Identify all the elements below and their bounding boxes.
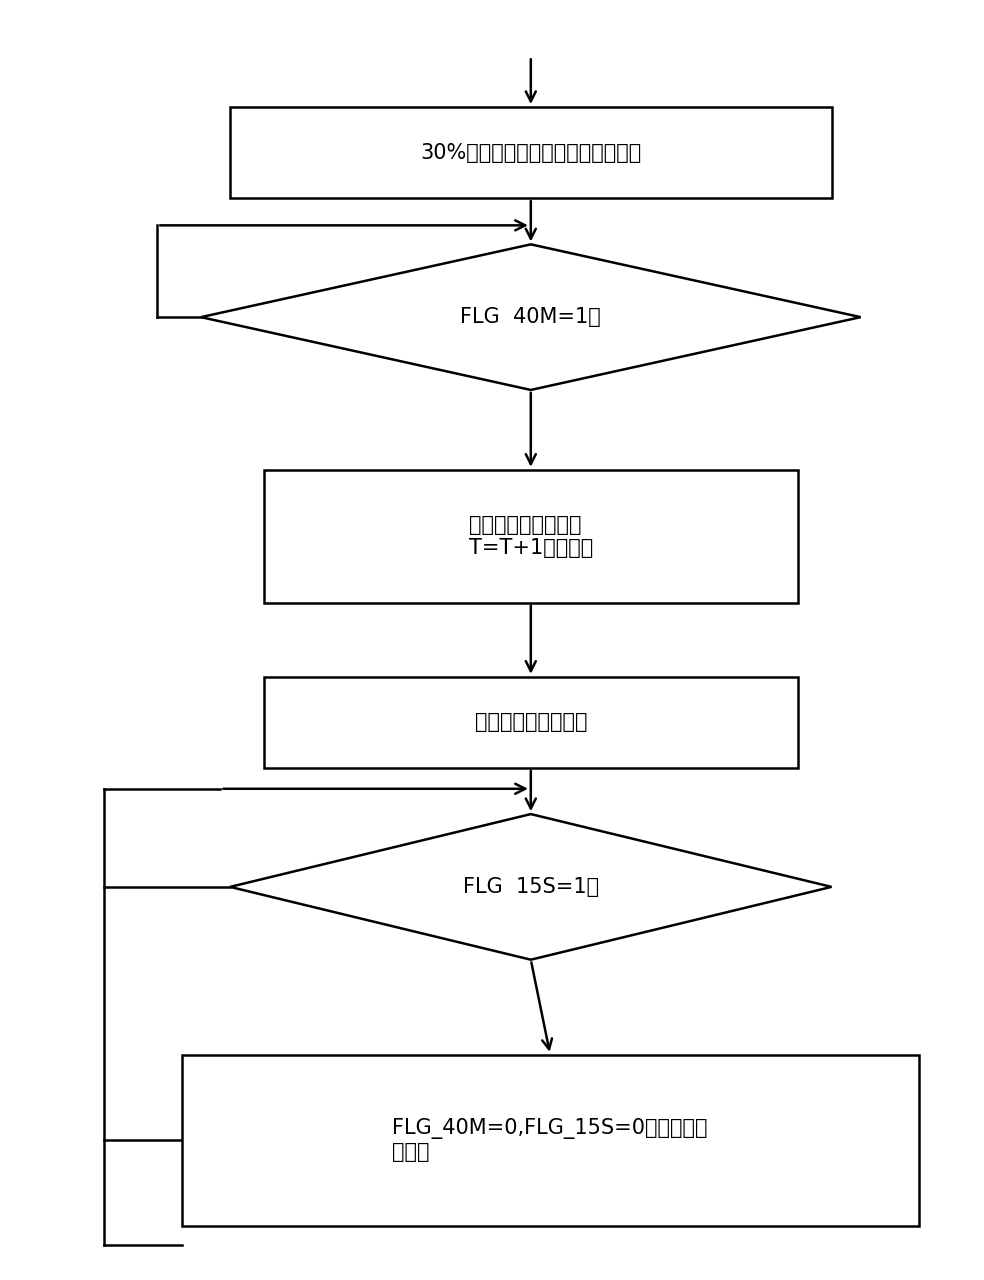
Text: 关闭油泵，继续计时: 关闭油泵，继续计时	[474, 712, 587, 732]
Polygon shape	[201, 244, 861, 390]
FancyBboxPatch shape	[182, 1055, 919, 1225]
Text: FLG  15S=1？: FLG 15S=1？	[462, 877, 599, 897]
Text: 30%占空比开启油泵，并开启定时器: 30%占空比开启油泵，并开启定时器	[420, 142, 642, 163]
Text: FLG  40M=1？: FLG 40M=1？	[461, 307, 601, 328]
FancyBboxPatch shape	[230, 108, 831, 198]
Text: 读电压和电流值，并
T=T+1，再存储: 读电压和电流值，并 T=T+1，再存储	[468, 515, 593, 558]
FancyBboxPatch shape	[264, 677, 798, 768]
Text: FLG_40M=0,FLG_15S=0，并显示当
前数据: FLG_40M=0,FLG_15S=0，并显示当 前数据	[393, 1117, 707, 1162]
Polygon shape	[230, 814, 831, 960]
FancyBboxPatch shape	[264, 470, 798, 603]
